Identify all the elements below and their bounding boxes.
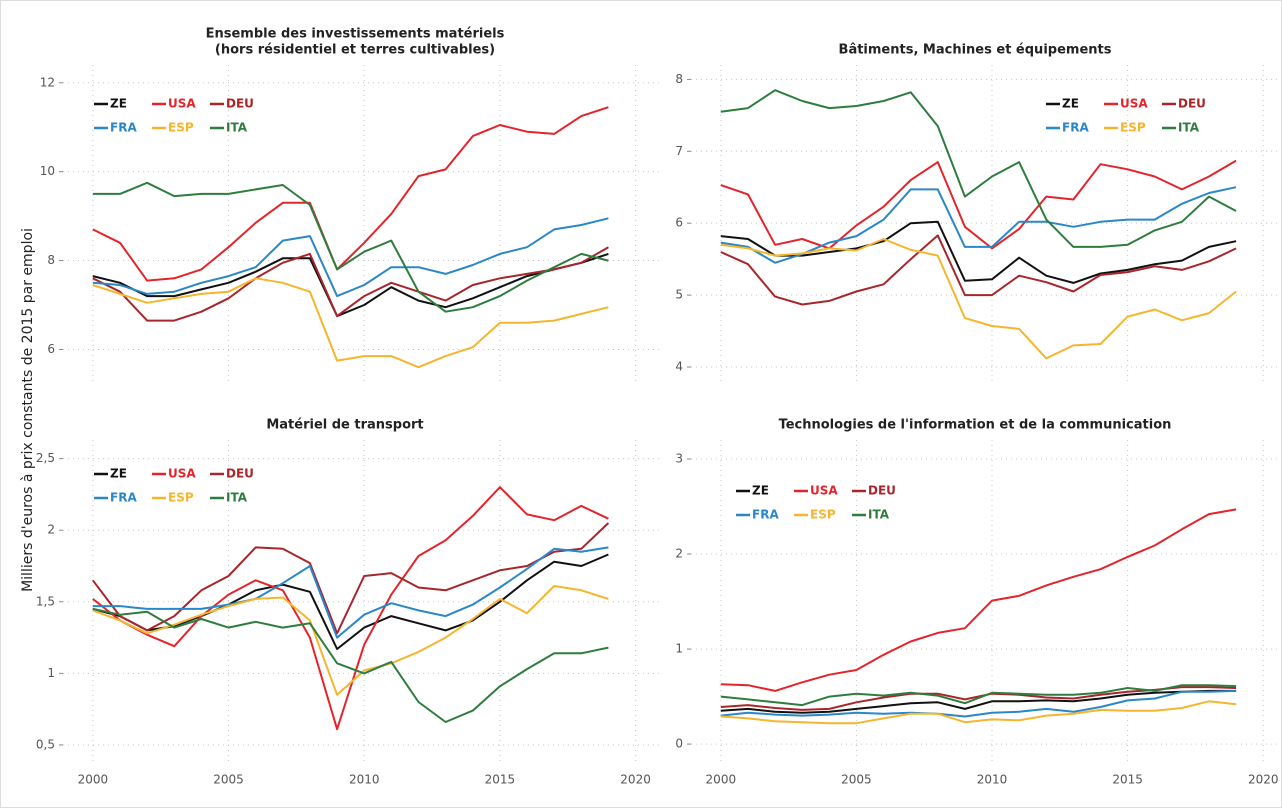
panel-title: Bâtiments, Machines et équipements (839, 43, 1112, 58)
legend-label: ZE (110, 97, 127, 111)
legend-label: ITA (226, 491, 248, 505)
series-line (92, 607, 609, 723)
legend-label: FRA (110, 121, 137, 135)
series-line (92, 277, 609, 369)
series-line (720, 700, 1237, 725)
legend-label: DEU (1178, 97, 1206, 111)
y-tick-label: 2 (47, 523, 55, 537)
x-tick-label: 2010 (977, 773, 1008, 787)
series-line (92, 181, 609, 313)
legend-label: ZE (110, 467, 127, 481)
legend-label: USA (1120, 97, 1148, 111)
y-tick-label: 10 (40, 164, 55, 178)
legend-label: ZE (752, 484, 769, 498)
series-line (720, 89, 1237, 248)
legend-label: ITA (1178, 121, 1200, 135)
series-line (92, 252, 609, 318)
series-line (720, 238, 1237, 360)
x-tick-label: 2020 (1248, 773, 1279, 787)
y-tick-label: 8 (47, 253, 55, 267)
series-line (92, 106, 609, 282)
y-tick-label: 4 (675, 360, 683, 374)
legend-label: ESP (1120, 121, 1146, 135)
legend-label: ZE (1062, 97, 1079, 111)
legend-label: FRA (1062, 121, 1089, 135)
x-tick-label: 2010 (349, 773, 380, 787)
series-line (720, 159, 1237, 250)
legend-label: ITA (226, 121, 248, 135)
y-tick-label: 2 (675, 547, 683, 561)
series-line (92, 546, 609, 639)
series-line (720, 684, 1237, 707)
series-line (92, 585, 609, 696)
series-line (92, 246, 609, 322)
legend-label: ITA (868, 508, 890, 522)
y-tick-label: 8 (675, 72, 683, 86)
y-tick-label: 0 (675, 737, 683, 751)
y-tick-label: 2,5 (36, 451, 55, 465)
legend-label: USA (168, 467, 196, 481)
x-tick-label: 2015 (485, 773, 516, 787)
legend-label: USA (168, 97, 196, 111)
series-line (720, 186, 1237, 264)
series-line (92, 217, 609, 298)
legend-label: ESP (168, 121, 194, 135)
y-axis-label: Milliers d'euros à prix constants de 201… (20, 228, 36, 592)
y-tick-label: 6 (47, 342, 55, 356)
y-tick-label: 1 (47, 666, 55, 680)
series-line (92, 553, 609, 650)
legend-label: FRA (110, 491, 137, 505)
legend-label: ESP (168, 491, 194, 505)
series-line (720, 689, 1237, 718)
y-tick-label: 3 (675, 452, 683, 466)
legend-label: DEU (226, 467, 254, 481)
series-line (720, 220, 1237, 284)
x-tick-label: 2000 (706, 773, 737, 787)
legend-label: USA (810, 484, 838, 498)
y-tick-label: 12 (40, 75, 55, 89)
x-tick-label: 2015 (1112, 773, 1143, 787)
x-tick-label: 2000 (78, 773, 109, 787)
y-tick-label: 6 (675, 216, 683, 230)
x-tick-label: 2020 (620, 773, 651, 787)
legend-label: FRA (752, 508, 779, 522)
legend-label: DEU (226, 97, 254, 111)
series-line (720, 689, 1237, 714)
y-tick-label: 7 (675, 144, 683, 158)
y-tick-label: 5 (675, 288, 683, 302)
legend-label: DEU (868, 484, 896, 498)
y-tick-label: 1,5 (36, 594, 55, 608)
panel-title: Ensemble des investissements matériels (206, 27, 505, 42)
x-tick-label: 2005 (213, 773, 244, 787)
legend-label: ESP (810, 508, 836, 522)
panel-title: Technologies de l'information et de la c… (779, 418, 1172, 433)
panel-title: Matériel de transport (266, 418, 423, 433)
y-tick-label: 0,5 (36, 737, 55, 751)
x-tick-label: 2005 (841, 773, 872, 787)
y-tick-label: 1 (675, 642, 683, 656)
series-line (720, 508, 1237, 692)
series-line (92, 486, 609, 731)
series-line (92, 522, 610, 635)
panel-title: (hors résidentiel et terres cultivables) (215, 43, 495, 58)
series-line (720, 234, 1237, 306)
